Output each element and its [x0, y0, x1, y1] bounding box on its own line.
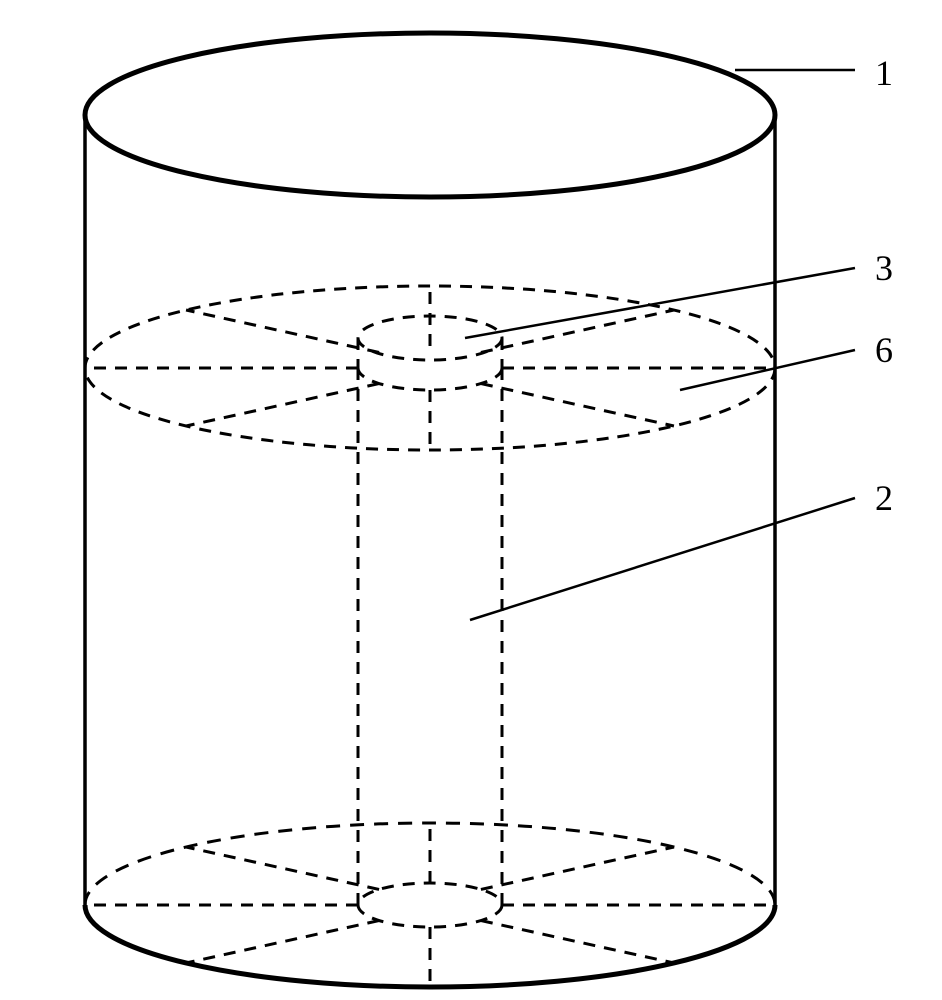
leader-lines [465, 70, 855, 620]
outer-cylinder [85, 33, 775, 987]
leader-line-3 [465, 268, 855, 338]
leader-line-2 [470, 498, 855, 620]
leader-line-6 [680, 350, 855, 390]
bottom-plate [85, 823, 775, 987]
label-1: 1 [875, 53, 893, 93]
label-6: 6 [875, 330, 893, 370]
labels: 1 3 6 2 [875, 53, 893, 518]
label-3: 3 [875, 248, 893, 288]
inner-tube [358, 316, 502, 905]
label-2: 2 [875, 478, 893, 518]
mid-plate [85, 286, 775, 450]
cylinder-diagram: 1 3 6 2 [0, 0, 942, 1000]
